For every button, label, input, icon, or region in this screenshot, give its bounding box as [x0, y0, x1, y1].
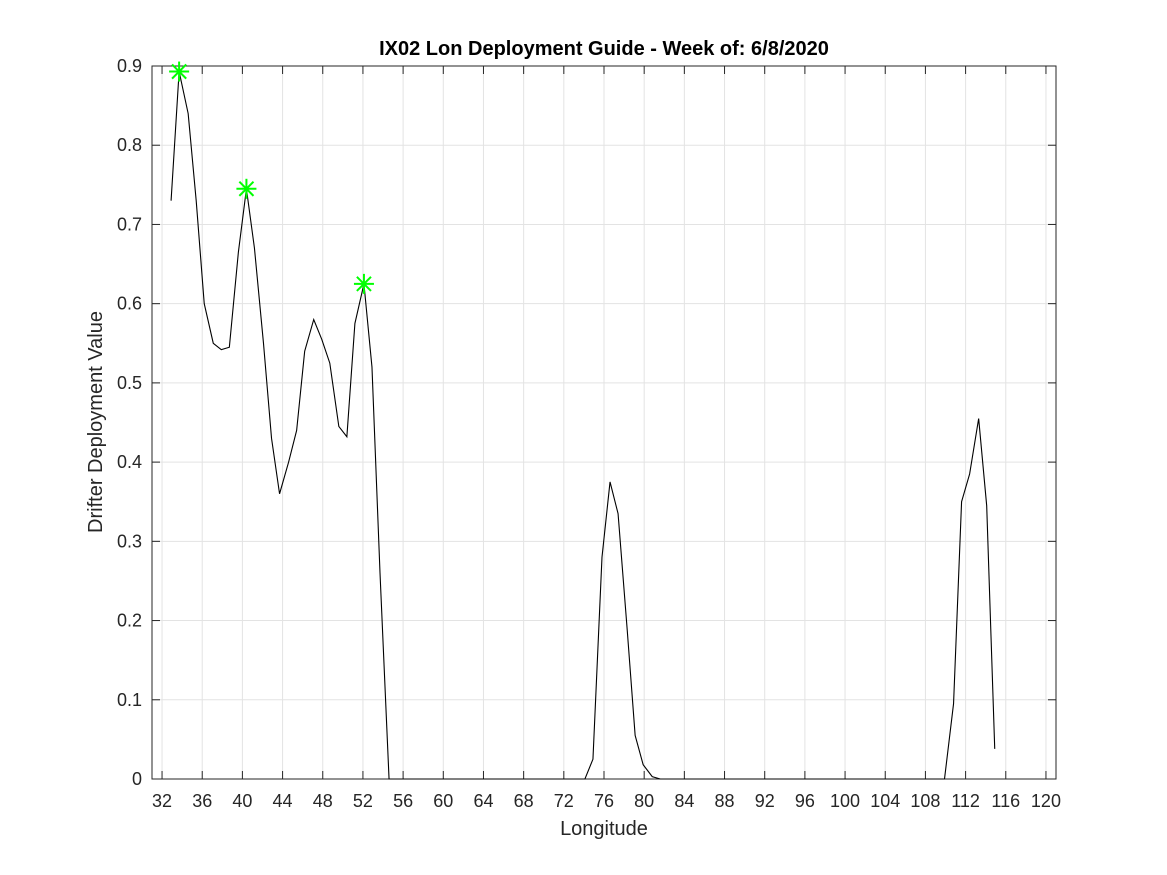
- x-tick-label: 72: [554, 791, 574, 811]
- x-tick-label: 76: [594, 791, 614, 811]
- x-tick-label: 100: [830, 791, 860, 811]
- x-tick-label: 32: [152, 791, 172, 811]
- x-tick-label: 48: [313, 791, 333, 811]
- y-tick-label: 0.3: [117, 531, 142, 551]
- asterisk-marker-icon: [169, 61, 190, 82]
- y-tick-label: 0.2: [117, 611, 142, 631]
- x-tick-label: 88: [715, 791, 735, 811]
- x-tick-label: 56: [393, 791, 413, 811]
- x-tick-label: 84: [674, 791, 694, 811]
- x-tick-label: 60: [433, 791, 453, 811]
- x-tick-label: 68: [514, 791, 534, 811]
- x-tick-label: 96: [795, 791, 815, 811]
- x-tick-label: 112: [951, 791, 980, 811]
- asterisk-marker-icon: [353, 273, 374, 294]
- y-tick-label: 0.7: [117, 214, 142, 234]
- axis-ticks: 32 36 40 44 48 52 56 60 64 68 72 76 80 84 88 92 96 100 104…: [117, 56, 1061, 811]
- x-tick-label: 52: [353, 791, 373, 811]
- y-tick-label: 0.8: [117, 135, 142, 155]
- y-tick-label: 0.4: [117, 452, 142, 472]
- x-tick-label: 44: [273, 791, 293, 811]
- y-tick-label: 0.9: [117, 56, 142, 76]
- x-tick-label: 64: [473, 791, 493, 811]
- x-tick-label: 116: [991, 791, 1020, 811]
- y-tick-label: 0.5: [117, 373, 142, 393]
- x-tick-label: 92: [755, 791, 775, 811]
- x-axis-label: Longitude: [560, 818, 648, 840]
- x-tick-label: 108: [910, 791, 940, 811]
- grid: [152, 65, 1056, 780]
- peak-markers: [169, 61, 374, 294]
- series-line: [170, 71, 996, 780]
- asterisk-marker-icon: [236, 178, 257, 199]
- y-tick-label: 0.1: [117, 690, 142, 710]
- y-axis-label: Drifter Deployment Value: [85, 311, 107, 533]
- x-tick-label: 80: [634, 791, 654, 811]
- x-tick-label: 40: [232, 791, 252, 811]
- y-tick-label: 0.6: [117, 294, 142, 314]
- x-tick-label: 104: [870, 791, 900, 811]
- x-tick-label: 120: [1031, 791, 1061, 811]
- y-tick-label: 0: [132, 769, 142, 789]
- x-tick-label: 36: [192, 791, 212, 811]
- chart-title: IX02 Lon Deployment Guide - Week of: 6/8…: [379, 38, 829, 60]
